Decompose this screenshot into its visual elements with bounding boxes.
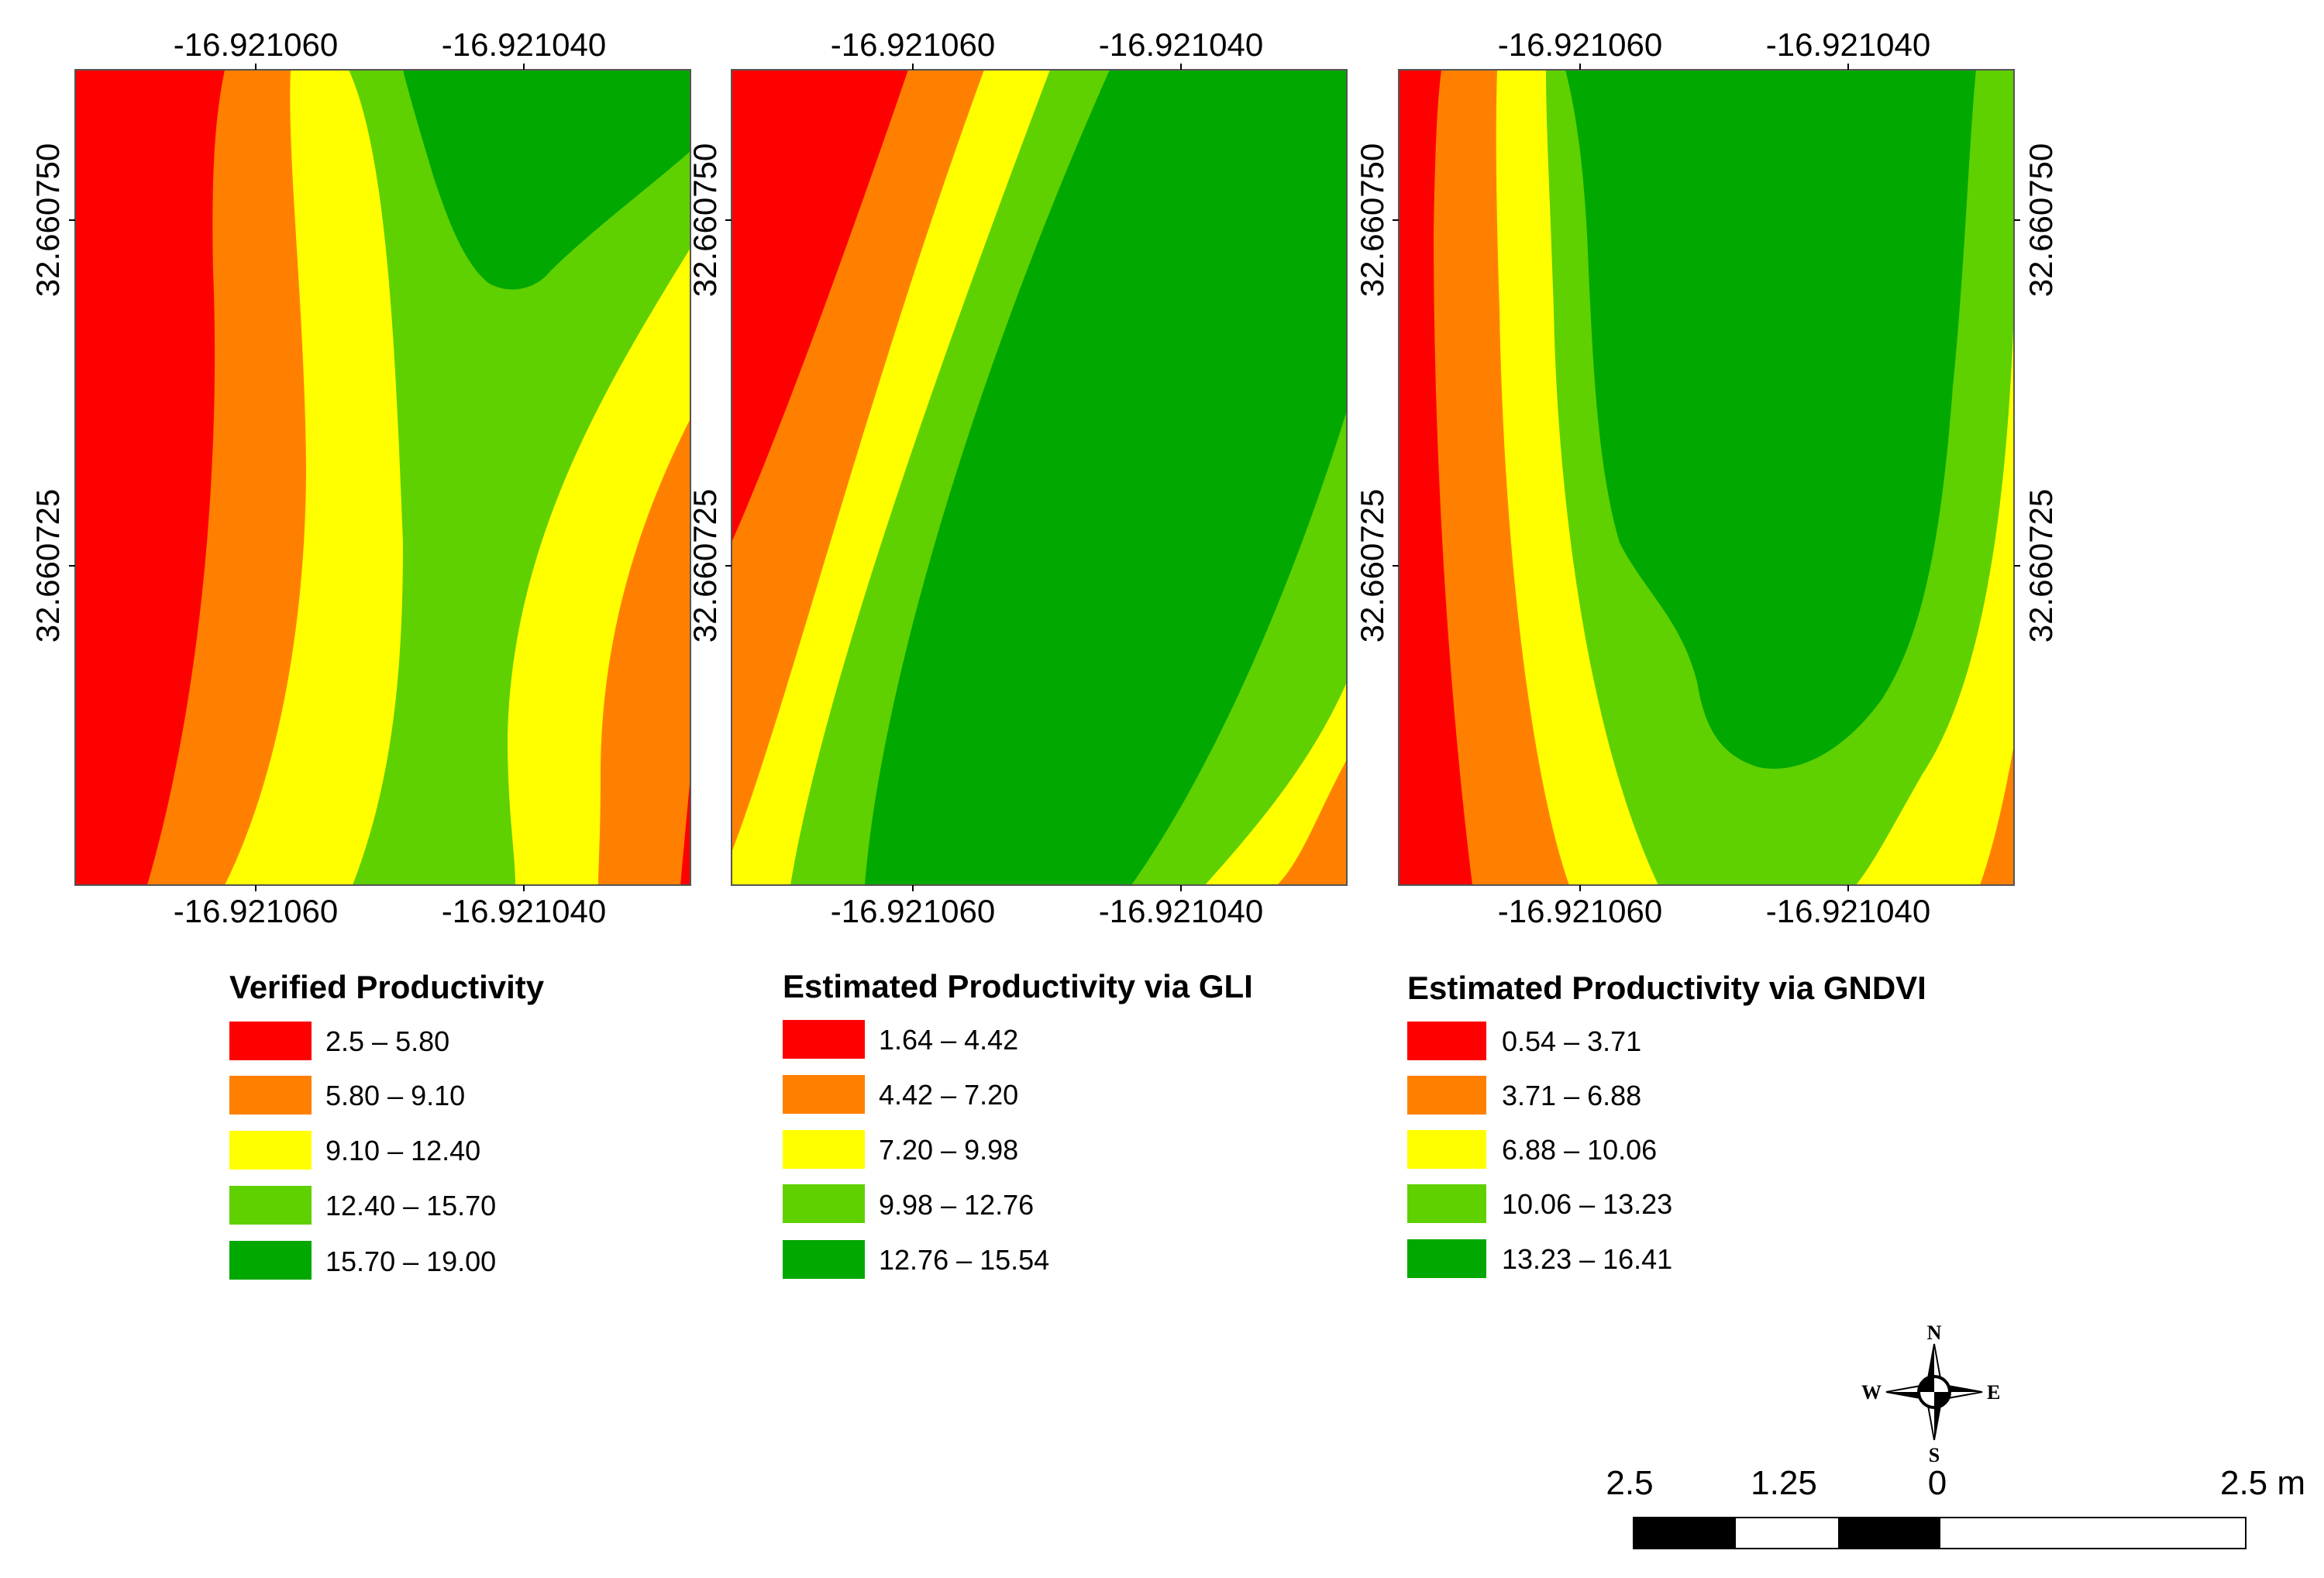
legend-swatch [1407,1022,1486,1060]
map-panel-gndvi [1399,70,2014,885]
compass-west: W [1861,1381,1882,1404]
scale-label: 1.25 [1751,1464,1817,1502]
lon-label-top: -16.921060 [1498,26,1663,63]
compass-north: N [1927,1321,1942,1344]
legend-label: 12.76 – 15.54 [879,1244,1049,1276]
legend-gli: Estimated Productivity via GLI 1.64 – 4.… [783,968,1253,1279]
legend-swatch [783,1020,865,1059]
legend-verified: Verified Productivity 2.5 – 5.80 5.80 – … [229,969,545,1280]
tick-marks [69,64,2020,891]
legend-label: 3.71 – 6.88 [1502,1080,1641,1111]
legend-swatch [1407,1184,1486,1223]
compass-south: S [1929,1444,1940,1466]
legend-label: 10.06 – 13.23 [1502,1188,1672,1220]
lat-label-left: 32.660750 [1354,143,1390,298]
lon-label-top: -16.921060 [174,26,339,63]
lat-label-left: 32.660725 [687,489,723,643]
legend-swatch [229,1241,312,1280]
compass-east: E [1987,1381,2000,1404]
legend-label: 0.54 – 3.71 [1502,1025,1641,1057]
lat-label-right: 32.660750 [2023,143,2059,298]
legend-swatch [229,1076,312,1115]
legend-label: 15.70 – 19.00 [325,1246,496,1277]
legend-label: 7.20 – 9.98 [879,1134,1018,1166]
legend-swatch [229,1186,312,1225]
legend-label: 12.40 – 15.70 [325,1190,496,1221]
lat-label-left: 32.660750 [29,143,66,298]
lon-label-top: -16.921040 [1766,26,1931,63]
legend-swatch [1407,1076,1486,1115]
lon-label-bottom: -16.921060 [1498,893,1663,929]
scale-label: 2.5 m [2220,1464,2305,1502]
map-panel-gli [732,70,1347,885]
legend-title: Estimated Productivity via GNDVI [1407,970,1926,1006]
legend-swatch [1407,1239,1486,1278]
legend-title: Verified Productivity [229,969,545,1005]
legend-gndvi: Estimated Productivity via GNDVI 0.54 – … [1407,970,1926,1278]
legend-label: 2.5 – 5.80 [325,1025,449,1057]
legend-label: 5.80 – 9.10 [325,1080,465,1111]
legend-swatch [229,1022,312,1060]
lon-label-top: -16.921040 [1099,26,1264,63]
lon-label-bottom: -16.921060 [174,893,339,929]
legend-swatch [783,1240,865,1279]
map-panel-verified [75,70,690,885]
scale-bar: 2.5 1.25 0 2.5 m [1606,1464,2305,1549]
lat-label-left: 32.660725 [29,489,66,643]
lat-label-left: 32.660725 [1354,489,1390,643]
legend-label: 13.23 – 16.41 [1502,1243,1672,1275]
lon-label-top: -16.921040 [442,26,607,63]
lon-label-bottom: -16.921040 [442,893,607,929]
scale-label: 0 [1928,1464,1947,1502]
legend-swatch [783,1130,865,1169]
lat-label-right: 32.660725 [2023,489,2059,643]
lat-label-left: 32.660750 [687,143,723,298]
legend-label: 4.42 – 7.20 [879,1079,1018,1111]
lon-label-bottom: -16.921040 [1766,893,1931,929]
legend-swatch [783,1184,865,1223]
scale-label: 2.5 [1606,1464,1653,1502]
legend-label: 6.88 – 10.06 [1502,1134,1657,1166]
lon-label-bottom: -16.921040 [1099,893,1264,929]
legend-title: Estimated Productivity via GLI [783,968,1253,1004]
north-arrow-icon: N S E W [1861,1321,2000,1466]
legend-swatch [229,1131,312,1170]
legend-swatch [1407,1130,1486,1169]
legend-label: 9.98 – 12.76 [879,1189,1034,1221]
legend-label: 9.10 – 12.40 [325,1135,480,1166]
lon-label-bottom: -16.921060 [831,893,996,929]
legend-swatch [783,1075,865,1114]
lon-label-top: -16.921060 [831,26,996,63]
legend-label: 1.64 – 4.42 [879,1024,1018,1056]
